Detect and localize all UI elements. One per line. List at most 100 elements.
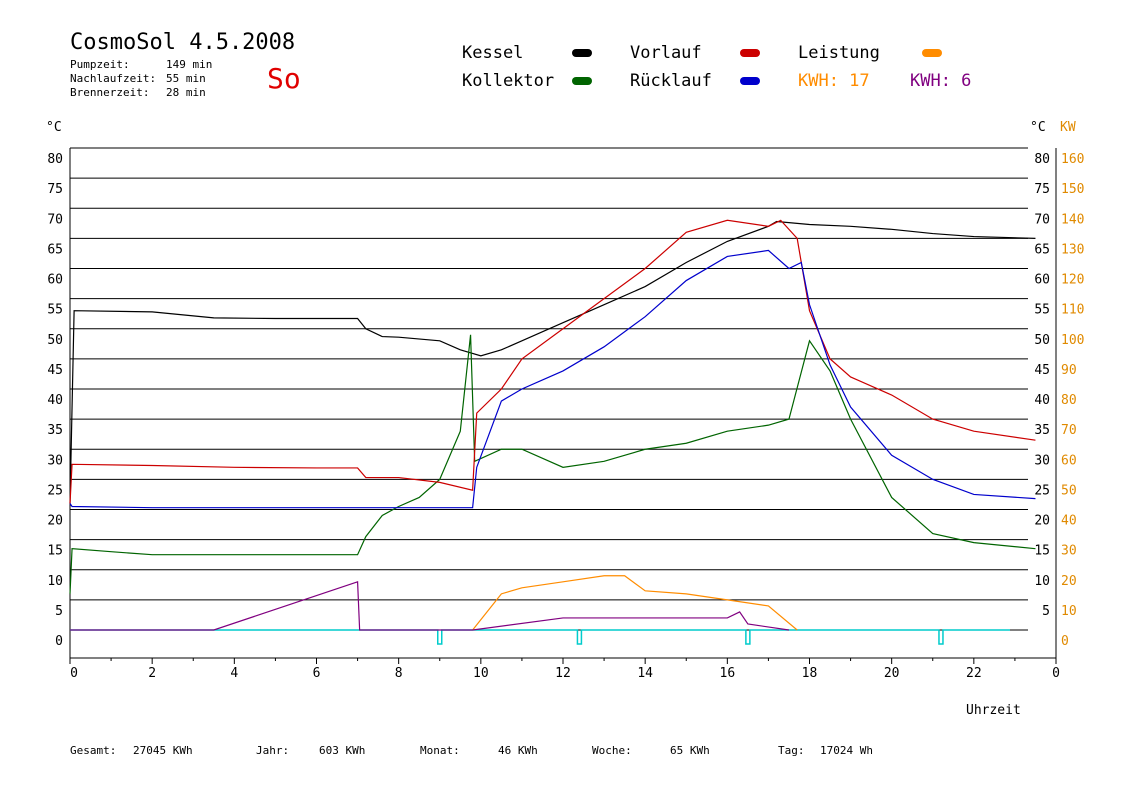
tick-labels: 0510152025303540455055606570758051015202… — [47, 152, 1084, 681]
legend-kwh1: KWH: 17 — [798, 71, 870, 91]
legend-kessel-swatch — [572, 49, 592, 57]
y-axis-unit-left: °C — [46, 120, 62, 135]
series-line-vorlauf — [69, 219, 1036, 504]
y-tick-label-right: 25 — [1034, 483, 1050, 498]
y-tick-label-left: 65 — [47, 242, 63, 257]
y-tick-label-kw: 90 — [1061, 363, 1077, 378]
y-tick-label-right: 50 — [1034, 333, 1050, 348]
legend-vorlauf-swatch — [740, 49, 760, 57]
y-tick-label-right: 55 — [1034, 303, 1050, 318]
y-tick-label-right: 60 — [1034, 273, 1050, 288]
legend-kessel-label: Kessel — [462, 43, 524, 63]
footer-tag-value: 17024 Wh — [820, 744, 873, 757]
legend-kollektor-label: Kollektor — [462, 71, 555, 91]
x-tick-label: 16 — [720, 666, 736, 681]
x-tick-label: 2 — [148, 666, 156, 681]
y-tick-label-left: 45 — [47, 363, 63, 378]
y-tick-label-left: 80 — [47, 152, 63, 167]
y-tick-label-left: 0 — [55, 634, 63, 649]
y-tick-label-right: 10 — [1034, 574, 1050, 589]
grid-lines — [70, 147, 1028, 631]
stat-label: Brennerzeit: — [70, 86, 150, 99]
y-tick-label-kw: 140 — [1061, 212, 1084, 227]
x-tick-label: 8 — [395, 666, 403, 681]
stat-value: 149 min — [166, 58, 213, 71]
x-tick-label: 18 — [802, 666, 818, 681]
footer-tag-label: Tag: — [778, 744, 805, 757]
y-tick-label-left: 75 — [47, 182, 63, 197]
y-tick-label-kw: 60 — [1061, 453, 1077, 468]
footer-jahr-value: 603 KWh — [319, 744, 366, 757]
legend-kollektor-swatch — [572, 77, 592, 85]
x-tick-label: 12 — [555, 666, 571, 681]
y-tick-label-kw: 10 — [1061, 604, 1077, 619]
y-tick-label-left: 55 — [47, 303, 63, 318]
series-line-kessel — [69, 220, 1036, 504]
footer-gesamt-value: 27045 KWh — [133, 744, 193, 757]
x-tick-label: 10 — [473, 666, 489, 681]
legend-kwh2: KWH: 6 — [910, 71, 972, 91]
y-tick-label-right: 5 — [1042, 604, 1050, 619]
x-tick-label: 4 — [230, 666, 238, 681]
y-tick-label-kw: 150 — [1061, 182, 1084, 197]
legend-ruecklauf-label: Rücklauf — [630, 71, 712, 91]
stat-value: 55 min — [166, 72, 206, 85]
legend-leistung-swatch — [922, 49, 942, 57]
stat-label: Pumpzeit: — [70, 58, 130, 71]
series-line-kwh-6 — [70, 580, 790, 631]
y-tick-label-kw: 0 — [1061, 634, 1069, 649]
legend-ruecklauf-swatch — [740, 77, 760, 85]
y-tick-label-kw: 40 — [1061, 514, 1077, 529]
series-group — [69, 219, 1036, 645]
y-tick-label-right: 70 — [1034, 212, 1050, 227]
y-tick-label-kw: 120 — [1061, 273, 1084, 288]
y-tick-label-right: 75 — [1034, 182, 1050, 197]
y-tick-label-kw: 110 — [1061, 303, 1084, 318]
y-tick-label-left: 30 — [47, 453, 63, 468]
x-tick-label: 0 — [1052, 666, 1060, 681]
series-line-kollektor — [69, 334, 1036, 594]
legend-leistung-label: Leistung — [798, 43, 880, 63]
y-tick-label-kw: 100 — [1061, 333, 1084, 348]
stat-brennerzeit: Brennerzeit: 28 min — [70, 86, 206, 99]
x-tick-label: 6 — [313, 666, 321, 681]
y-tick-label-right: 45 — [1034, 363, 1050, 378]
y-tick-label-kw: 20 — [1061, 574, 1077, 589]
axes — [69, 148, 1057, 664]
legend-vorlauf-label: Vorlauf — [630, 43, 702, 63]
footer-woche-label: Woche: — [592, 744, 632, 757]
series-pump-status — [70, 629, 1010, 645]
series-line-leistung — [472, 575, 798, 631]
x-tick-label: 14 — [637, 666, 653, 681]
y-tick-label-kw: 80 — [1061, 393, 1077, 408]
y-tick-label-right: 20 — [1034, 514, 1050, 529]
y-tick-label-right: 80 — [1034, 152, 1050, 167]
y-tick-label-left: 5 — [55, 604, 63, 619]
y-tick-label-kw: 50 — [1061, 483, 1077, 498]
stat-pumpzeit: Pumpzeit: 149 min — [70, 58, 212, 71]
y-tick-label-kw: 160 — [1061, 152, 1084, 167]
footer-monat-label: Monat: — [420, 744, 460, 757]
stat-value: 28 min — [166, 86, 206, 99]
y-tick-label-left: 70 — [47, 212, 63, 227]
series-line-r-cklauf — [69, 249, 1036, 509]
y-tick-label-kw: 130 — [1061, 242, 1084, 257]
y-tick-label-left: 15 — [47, 544, 63, 559]
y-tick-label-right: 65 — [1034, 242, 1050, 257]
footer-woche-value: 65 KWh — [670, 744, 710, 757]
y-tick-label-kw: 30 — [1061, 544, 1077, 559]
stat-label: Nachlaufzeit: — [70, 72, 157, 85]
y-tick-label-right: 30 — [1034, 453, 1050, 468]
x-tick-label: 22 — [966, 666, 982, 681]
stat-nachlaufzeit: Nachlaufzeit: 55 min — [70, 72, 206, 85]
y-tick-label-right: 35 — [1034, 423, 1050, 438]
footer-gesamt-label: Gesamt: — [70, 744, 117, 757]
chart-title: CosmoSol 4.5.2008 — [70, 30, 296, 55]
y-tick-label-left: 50 — [47, 333, 63, 348]
y-axis-unit-right-kw: KW — [1060, 120, 1076, 135]
y-tick-label-right: 40 — [1034, 393, 1050, 408]
y-tick-label-left: 10 — [47, 574, 63, 589]
y-axis-unit-right: °C — [1030, 120, 1046, 135]
footer-jahr-label: Jahr: — [256, 744, 290, 757]
